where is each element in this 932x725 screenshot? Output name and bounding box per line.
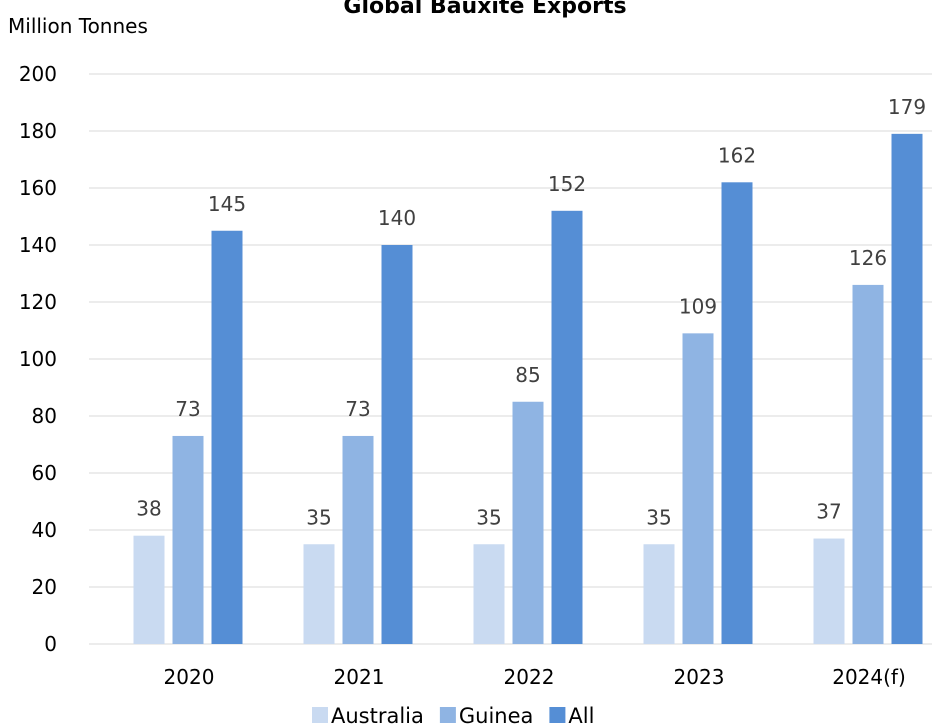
y-tick-label: 80 [32, 404, 57, 428]
bar-all-2022 [551, 210, 583, 645]
data-label: 38 [136, 497, 161, 521]
bar-australia-2024f [813, 538, 845, 644]
data-label: 85 [515, 363, 540, 387]
bar-australia-2020 [133, 535, 165, 644]
data-label: 73 [175, 397, 200, 421]
x-tick-label: 2021 [334, 665, 385, 689]
legend-label-guinea: Guinea [459, 704, 534, 725]
y-tick-label: 100 [19, 347, 57, 371]
bar-guinea-2023 [682, 333, 714, 644]
x-axis-ticks: 2020 2021 2022 2023 2024(f) [164, 665, 906, 689]
bar-all-2020 [211, 230, 243, 644]
x-tick-label: 2022 [504, 665, 555, 689]
bar-all-2023 [721, 182, 753, 645]
y-tick-label: 200 [19, 62, 57, 86]
data-label: 37 [816, 500, 841, 524]
data-label: 179 [888, 95, 926, 119]
y-tick-label: 140 [19, 233, 57, 257]
legend-swatch-guinea [439, 707, 456, 723]
data-labels: 38 73 145 35 73 140 35 85 152 35 109 162 37 126 179 [136, 95, 926, 529]
y-axis-ticks: 0 20 40 60 80 100 120 140 160 180 200 [19, 62, 57, 656]
bar-australia-2022 [473, 544, 505, 644]
data-label: 73 [345, 397, 370, 421]
x-tick-label: 2020 [164, 665, 215, 689]
data-label: 152 [548, 172, 586, 196]
bars [133, 133, 923, 645]
data-label: 35 [476, 505, 501, 529]
y-tick-label: 180 [19, 119, 57, 143]
y-tick-label: 120 [19, 290, 57, 314]
y-tick-label: 20 [32, 575, 57, 599]
y-tick-label: 60 [32, 461, 57, 485]
data-label: 145 [208, 192, 246, 216]
chart-title: Global Bauxite Exports [343, 0, 626, 19]
legend-swatch-australia [312, 707, 328, 723]
y-tick-label: 160 [19, 176, 57, 200]
bar-guinea-2020 [172, 435, 204, 644]
data-label: 35 [646, 505, 671, 529]
bar-australia-2021 [303, 544, 335, 644]
x-tick-label: 2023 [674, 665, 725, 689]
legend: Australia Guinea All [312, 704, 594, 725]
data-label: 140 [378, 206, 416, 230]
x-tick-label: 2024(f) [832, 665, 906, 689]
bar-guinea-2021 [342, 435, 374, 644]
data-label: 126 [849, 246, 887, 270]
legend-swatch-all [549, 707, 566, 723]
bar-all-2024f [891, 133, 923, 644]
y-tick-label: 40 [32, 518, 57, 542]
data-label: 35 [306, 505, 331, 529]
y-axis-label: Million Tonnes [8, 14, 148, 38]
y-tick-label: 0 [44, 632, 57, 656]
data-label: 162 [718, 143, 756, 167]
legend-label-australia: Australia [331, 704, 424, 725]
bar-guinea-2022 [512, 401, 544, 644]
legend-label-all: All [568, 704, 594, 725]
bar-guinea-2024f [852, 284, 884, 644]
bar-australia-2023 [643, 544, 675, 644]
data-label: 109 [679, 294, 717, 318]
bar-all-2021 [381, 245, 413, 644]
